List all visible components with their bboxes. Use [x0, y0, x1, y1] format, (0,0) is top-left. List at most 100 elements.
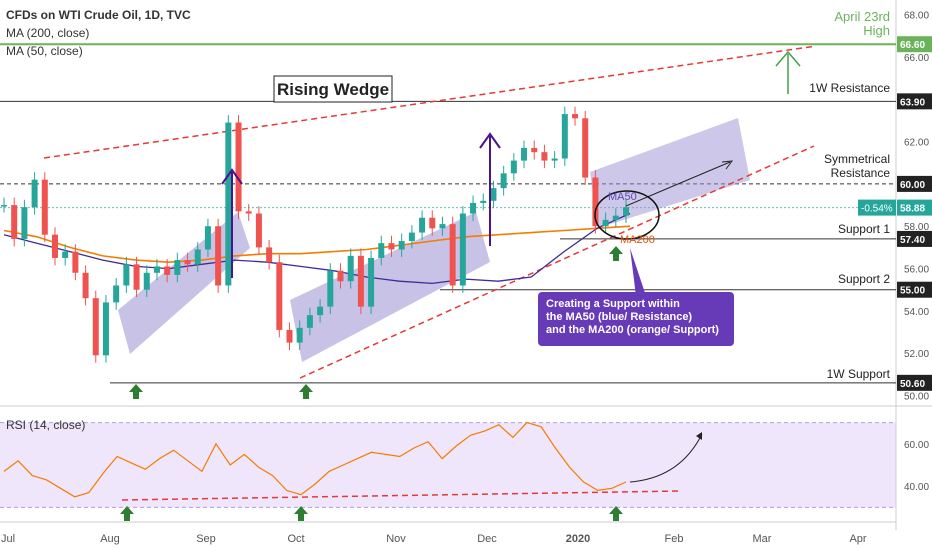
- time-tick-label: Mar: [753, 533, 772, 545]
- candle-body[interactable]: [143, 272, 150, 290]
- candle-body[interactable]: [378, 243, 385, 258]
- time-tick-label: Jul: [1, 533, 15, 545]
- candle-body[interactable]: [541, 152, 548, 161]
- price-tick-label: 54.00: [904, 307, 929, 318]
- support-1-label: Support 1: [838, 222, 890, 236]
- candle-body[interactable]: [133, 264, 140, 290]
- time-tick-label: Feb: [665, 533, 684, 545]
- rsi-tick-label: 60.00: [904, 440, 929, 451]
- candle-body[interactable]: [500, 173, 507, 189]
- price-tick-label: 50.00: [904, 392, 929, 403]
- ma50-line: [3, 212, 631, 285]
- candle-body[interactable]: [164, 266, 171, 275]
- candle-body[interactable]: [449, 224, 456, 286]
- candle-body[interactable]: [470, 202, 477, 214]
- candle-body[interactable]: [357, 255, 364, 307]
- candle-body[interactable]: [1, 205, 7, 207]
- candle-body[interactable]: [388, 243, 395, 250]
- candle-body[interactable]: [531, 147, 538, 153]
- candle-body[interactable]: [11, 205, 18, 239]
- ma200-tag: MA200: [620, 234, 655, 246]
- candle-body[interactable]: [347, 255, 354, 282]
- ma-cross-circle: [594, 190, 660, 240]
- ma50-tag: MA50: [608, 191, 637, 203]
- candle-body[interactable]: [337, 270, 344, 282]
- candle-body[interactable]: [82, 272, 89, 299]
- candle-body[interactable]: [72, 251, 79, 273]
- price-tag-bg: [897, 199, 932, 216]
- change-badge-bg: [858, 199, 896, 216]
- candle-body[interactable]: [419, 217, 426, 233]
- price-tag-bg: [897, 230, 932, 247]
- candle-body[interactable]: [306, 315, 313, 328]
- candle-body[interactable]: [102, 302, 109, 356]
- candle-body[interactable]: [204, 226, 211, 250]
- price-tag-bg: [897, 175, 932, 192]
- candle-body[interactable]: [225, 122, 232, 286]
- candle-body[interactable]: [123, 264, 130, 286]
- candle-body[interactable]: [317, 306, 324, 316]
- candle-body[interactable]: [521, 147, 528, 161]
- rsi-arrow-head: [696, 432, 702, 440]
- rsi-legend: RSI (14, close): [6, 418, 86, 432]
- candle-body[interactable]: [194, 249, 201, 265]
- candle-body[interactable]: [245, 211, 252, 214]
- callout-line-2: the MA50 (blue/ Resistance): [546, 311, 693, 323]
- projection-arrow: [625, 161, 731, 207]
- candle-body[interactable]: [551, 158, 558, 161]
- candle-body[interactable]: [62, 251, 69, 258]
- candle-body[interactable]: [439, 224, 446, 229]
- support-arrow-oct: [299, 384, 313, 399]
- candle-body[interactable]: [286, 329, 293, 343]
- candle-body[interactable]: [327, 270, 334, 307]
- candle-body[interactable]: [612, 215, 619, 220]
- candle-body[interactable]: [408, 232, 415, 242]
- rsi-arrow-oct: [294, 506, 308, 521]
- price-tick-label: 66.00: [904, 53, 929, 64]
- candle-body[interactable]: [296, 327, 303, 343]
- candle-body[interactable]: [490, 188, 497, 201]
- chart-title: CFDs on WTI Crude Oil, 1D, TVC: [6, 8, 191, 22]
- candle-body[interactable]: [592, 177, 599, 227]
- candle-body[interactable]: [368, 257, 375, 307]
- candle-body[interactable]: [235, 122, 242, 212]
- price-tag-label: 50.60: [900, 379, 925, 390]
- candle-body[interactable]: [255, 213, 262, 248]
- candle-body[interactable]: [21, 207, 28, 239]
- candle-body[interactable]: [572, 114, 579, 119]
- candle-body[interactable]: [92, 298, 99, 356]
- candle-body[interactable]: [31, 179, 38, 208]
- candle-body[interactable]: [41, 179, 48, 235]
- candle-body[interactable]: [480, 200, 487, 203]
- candle-body[interactable]: [459, 213, 466, 286]
- ma200-legend: MA (200, close): [6, 26, 90, 40]
- candle-body[interactable]: [184, 260, 191, 265]
- candle-body[interactable]: [582, 118, 589, 178]
- candle-body[interactable]: [623, 207, 629, 216]
- symmetrical-label-1: Symmetrical: [824, 152, 890, 166]
- wedge-upper-line: [43, 45, 817, 159]
- channel-jan: [590, 118, 750, 228]
- price-tag-bg: [897, 93, 932, 110]
- resistance-1w-label: 1W Resistance: [809, 81, 890, 95]
- candle-body[interactable]: [153, 266, 160, 273]
- candle-body[interactable]: [602, 219, 609, 227]
- candle-body[interactable]: [266, 247, 273, 263]
- support-callout: Creating a Support within the MA50 (blue…: [538, 292, 734, 346]
- support-arrow-jan: [609, 246, 623, 261]
- candle-body[interactable]: [215, 226, 222, 286]
- candle-body[interactable]: [429, 217, 436, 229]
- candle-body[interactable]: [113, 285, 120, 303]
- candle-body[interactable]: [561, 114, 568, 159]
- rsi-line: [3, 421, 627, 498]
- candle-body[interactable]: [51, 234, 58, 258]
- candle-body[interactable]: [398, 241, 405, 250]
- candle-body[interactable]: [276, 262, 283, 330]
- price-tag-label: 57.40: [900, 235, 925, 246]
- candle-body[interactable]: [174, 260, 181, 275]
- support-2-label: Support 2: [838, 272, 890, 286]
- rising-wedge-label: Rising Wedge: [277, 80, 389, 99]
- candle-body[interactable]: [510, 160, 517, 174]
- support-1w-label: 1W Support: [827, 367, 891, 381]
